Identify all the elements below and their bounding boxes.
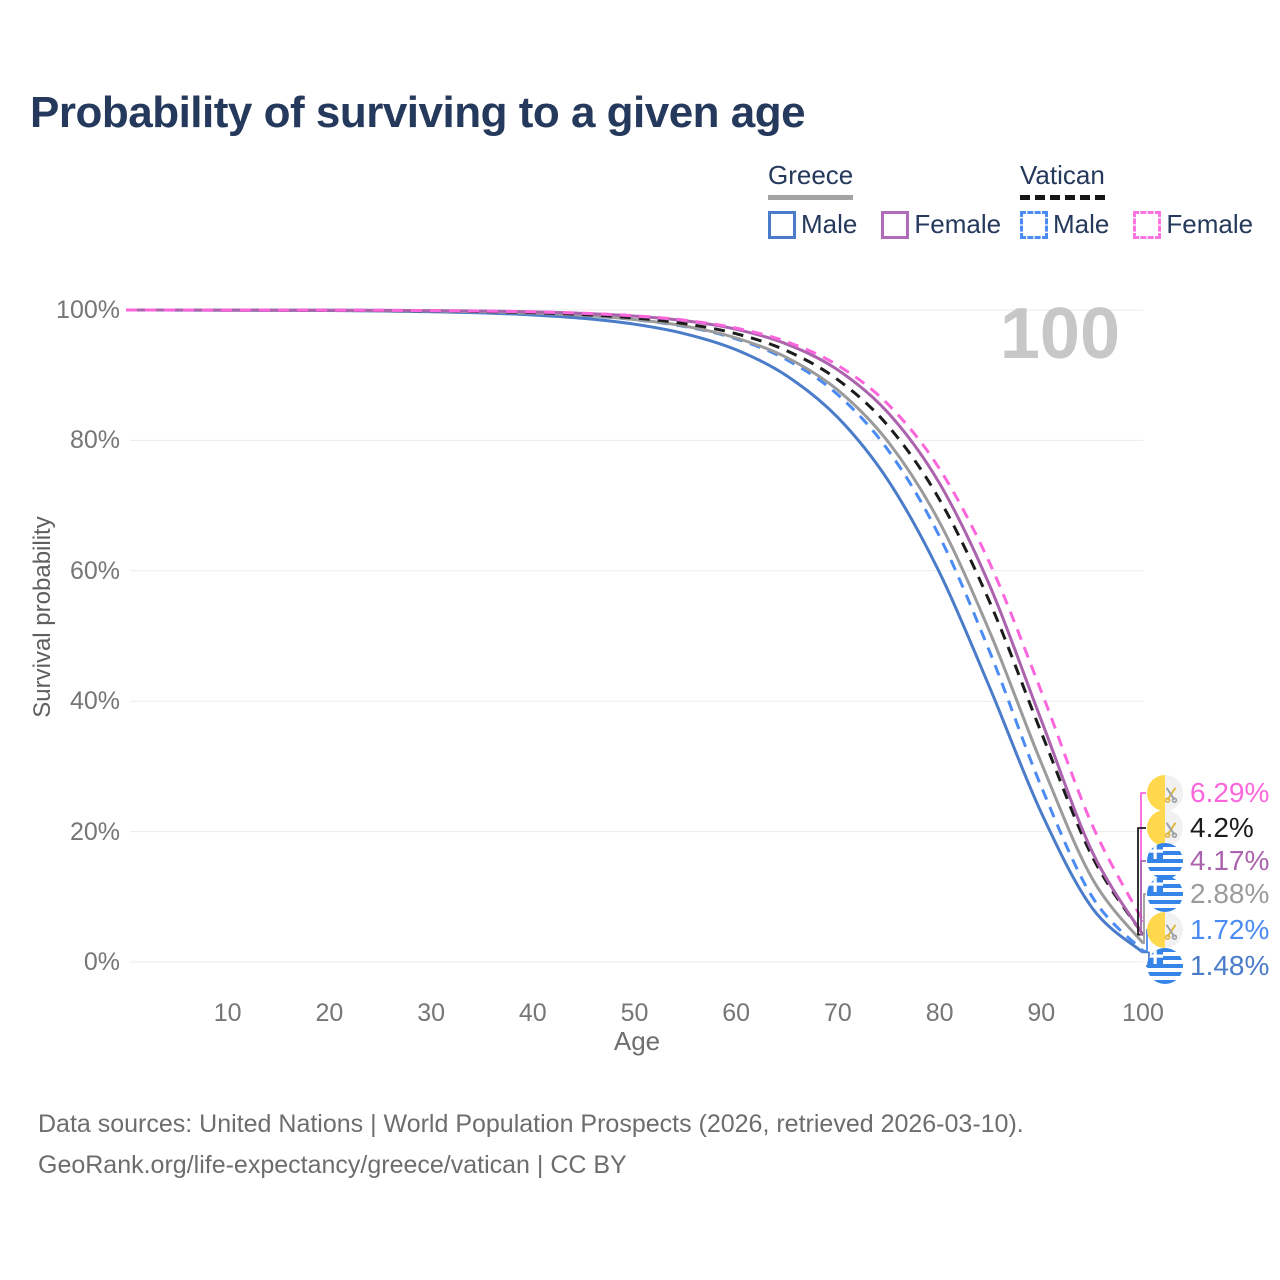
legend-group-title-greece[interactable]: Greece bbox=[768, 160, 854, 200]
y-tick-40: 40% bbox=[69, 687, 120, 716]
x-tick-100: 100 bbox=[1122, 999, 1164, 1027]
y-tick-80: 80% bbox=[69, 426, 120, 455]
vatican-flag-icon bbox=[1147, 912, 1183, 948]
end-label-value: 6.29% bbox=[1190, 777, 1270, 808]
y-tick-20: 20% bbox=[69, 817, 120, 846]
footer-line-2: GeoRank.org/life-expectancy/greece/vatic… bbox=[38, 1151, 627, 1179]
greece-flag-icon bbox=[1147, 843, 1183, 879]
x-tick-60: 60 bbox=[722, 999, 751, 1027]
end-label-value: 1.48% bbox=[1190, 950, 1270, 981]
end-label-value: 4.2% bbox=[1190, 812, 1254, 843]
end-label-value: 4.17% bbox=[1190, 845, 1270, 876]
end-label-vatican-both-sexes: 4.2% bbox=[1147, 810, 1254, 846]
x-axis-title: Age bbox=[613, 1026, 661, 1056]
y-tick-60: 60% bbox=[69, 556, 120, 585]
series-line-vatican-female bbox=[126, 308, 1145, 922]
x-tick-20: 20 bbox=[315, 999, 344, 1027]
legend-item-vatican-male[interactable]: Male bbox=[1020, 209, 1109, 240]
legend-item-greece-male[interactable]: Male bbox=[768, 209, 857, 240]
end-label-vatican-female: 6.29% bbox=[1147, 775, 1269, 811]
x-tick-90: 90 bbox=[1027, 999, 1056, 1027]
x-tick-70: 70 bbox=[823, 999, 852, 1027]
x-tick-10: 10 bbox=[213, 999, 242, 1027]
legend: Greece Male Female Vatican Male Female bbox=[0, 160, 1280, 250]
legend-item-label: Male bbox=[1053, 209, 1110, 239]
legend-swatch-icon bbox=[768, 210, 796, 239]
vatican-flag-icon bbox=[1147, 810, 1183, 846]
legend-group-vatican: Vatican Male Female bbox=[1020, 160, 1253, 240]
end-label-vatican-male: 1.72% bbox=[1147, 912, 1269, 948]
vatican-flag-icon bbox=[1147, 775, 1183, 811]
legend-item-vatican-female[interactable]: Female bbox=[1133, 209, 1253, 240]
greece-flag-icon bbox=[1147, 948, 1183, 984]
y-tick-100: 100% bbox=[56, 296, 120, 324]
end-label-greece-female: 4.17% bbox=[1147, 843, 1269, 879]
legend-group-title-vatican[interactable]: Vatican bbox=[1020, 160, 1105, 200]
end-label-greece-male: 1.48% bbox=[1147, 948, 1269, 984]
legend-item-label: Male bbox=[801, 209, 858, 239]
end-label-connector-vatican-female bbox=[1140, 792, 1146, 922]
end-label-value: 2.88% bbox=[1190, 878, 1270, 909]
series-line-greece-both-sexes bbox=[126, 308, 1145, 945]
x-tick-40: 40 bbox=[518, 999, 547, 1027]
footer-line-1: Data sources: United Nations | World Pop… bbox=[38, 1110, 1024, 1138]
legend-swatch-icon bbox=[1020, 210, 1048, 239]
legend-swatch-icon bbox=[1133, 210, 1162, 239]
legend-item-label: Female bbox=[914, 209, 1002, 239]
footer: Data sources: United Nations | World Pop… bbox=[38, 1104, 1024, 1186]
end-label-greece-both-sexes: 2.88% bbox=[1147, 876, 1269, 912]
legend-swatch-icon bbox=[881, 210, 910, 239]
page-title: Probability of surviving to a given age bbox=[30, 88, 806, 137]
end-label-connector-greece-female bbox=[1140, 860, 1146, 936]
greece-flag-icon bbox=[1147, 876, 1183, 912]
series-line-greece-female bbox=[126, 308, 1145, 936]
legend-item-greece-female[interactable]: Female bbox=[881, 209, 1001, 240]
series-line-vatican-both-sexes bbox=[126, 308, 1145, 936]
end-label-connector-vatican-male bbox=[1143, 929, 1148, 952]
x-tick-30: 30 bbox=[417, 999, 445, 1027]
x-tick-80: 80 bbox=[925, 999, 954, 1027]
legend-item-label: Female bbox=[1166, 209, 1254, 239]
y-tick-0: 0% bbox=[83, 948, 120, 976]
end-label-connector-greece-both-sexes bbox=[1143, 893, 1146, 945]
legend-group-greece: Greece Male Female bbox=[768, 160, 1001, 240]
x-tick-50: 50 bbox=[620, 999, 649, 1027]
age-watermark: 100 bbox=[999, 294, 1120, 374]
end-label-value: 1.72% bbox=[1190, 914, 1270, 945]
